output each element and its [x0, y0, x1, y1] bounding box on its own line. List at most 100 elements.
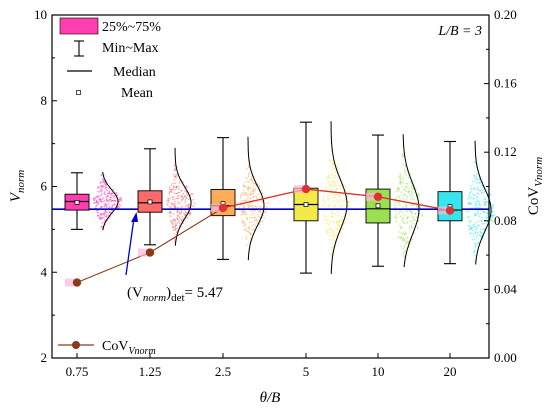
- scatter-point: [186, 203, 188, 206]
- scatter-point: [115, 197, 117, 199]
- scatter-point: [252, 195, 255, 198]
- scatter-point: [169, 215, 172, 217]
- cov-point: [145, 248, 155, 257]
- y2-tick-label: 0.16: [494, 76, 517, 91]
- scatter-point: [185, 185, 187, 187]
- scatter-point: [174, 189, 176, 191]
- scatter-point: [95, 201, 98, 204]
- scatter-point: [184, 190, 186, 192]
- scatter-point: [402, 252, 405, 254]
- scatter-point: [326, 220, 329, 222]
- scatter-point: [410, 221, 413, 223]
- scatter-point: [102, 213, 105, 216]
- scatter-point: [97, 214, 99, 217]
- scatter-point: [243, 204, 246, 206]
- scatter-point: [489, 219, 492, 221]
- scatter-point: [336, 211, 339, 214]
- scatter-point: [104, 218, 106, 221]
- scatter-point: [257, 200, 259, 203]
- y2-tick-label: 0.04: [494, 281, 517, 296]
- scatter-point: [182, 217, 185, 220]
- scatter-point: [182, 198, 184, 200]
- box-1.25: [137, 148, 163, 246]
- scatter-point: [101, 193, 103, 196]
- scatter-point: [472, 180, 474, 183]
- scatter-point: [333, 168, 335, 170]
- scatter-point: [321, 204, 324, 207]
- scatter-point: [404, 232, 406, 235]
- scatter-point: [250, 210, 252, 212]
- scatter-point: [328, 224, 330, 226]
- scatter-point: [476, 173, 478, 175]
- cov-halo: [138, 248, 150, 257]
- scatter-point: [343, 193, 345, 196]
- scatter-point: [112, 195, 114, 197]
- scatter-point: [327, 218, 330, 221]
- legend-cov-label: CoVVnorm: [102, 339, 156, 357]
- scatter-point: [411, 197, 414, 199]
- scatter-point: [468, 196, 471, 199]
- scatter-point: [245, 236, 248, 238]
- scatter-point: [402, 194, 405, 197]
- scatter-point: [179, 217, 181, 220]
- scatter-point: [172, 182, 174, 185]
- scatter-point: [348, 209, 350, 212]
- scatter-point: [336, 199, 338, 201]
- scatter-point: [176, 227, 179, 230]
- legend-mean-label: Mean: [121, 86, 153, 101]
- scatter-point: [338, 185, 341, 187]
- scatter-point: [178, 185, 180, 188]
- scatter-point: [252, 212, 254, 215]
- scatter-point: [406, 240, 408, 242]
- scatter-point: [174, 182, 176, 185]
- scatter-point: [473, 194, 476, 196]
- scatter-point: [405, 237, 408, 240]
- scatter-point: [475, 204, 477, 206]
- scatter-point: [347, 205, 349, 207]
- scatter-point: [106, 214, 108, 216]
- scatter-point: [100, 181, 102, 183]
- legend-top: 25%~75% Min~Max Median Mean: [59, 17, 161, 101]
- scatter-point: [167, 197, 169, 200]
- scatter-point: [410, 186, 413, 189]
- scatter-point: [395, 197, 397, 200]
- scatter-point: [173, 233, 176, 235]
- scatter-point: [180, 190, 183, 192]
- scatter-point: [248, 193, 251, 196]
- scatter-point: [105, 215, 108, 217]
- scatter-point: [341, 204, 344, 207]
- box-5: [293, 121, 319, 274]
- scatter-point: [398, 195, 401, 198]
- scatter-point: [243, 225, 245, 227]
- scatter-point: [247, 206, 249, 209]
- scatter-point: [340, 232, 342, 234]
- scatter-point: [474, 233, 477, 235]
- scatter-point: [473, 249, 476, 252]
- scatter-point: [473, 223, 475, 226]
- scatter-point: [250, 233, 252, 236]
- scatter-point: [104, 209, 107, 212]
- scatter-point: [396, 196, 399, 198]
- scatter-point: [403, 170, 406, 173]
- scatter-point: [405, 190, 408, 193]
- scatter-point: [484, 196, 486, 199]
- scatter-point: [177, 215, 179, 217]
- scatter-point: [333, 239, 335, 242]
- scatter-point: [328, 181, 330, 184]
- scatter-point: [101, 226, 103, 228]
- scatter-point: [242, 204, 244, 206]
- legend-box-label: 25%~75%: [102, 20, 161, 35]
- scatter-point: [477, 242, 479, 244]
- scatter-point: [266, 202, 269, 204]
- scatter-point: [323, 217, 326, 220]
- x-axis: 0.75 1.25 2.5 5 10 20: [66, 353, 457, 379]
- scatter-point: [477, 224, 479, 227]
- scatter-point: [410, 240, 413, 243]
- scatter-point: [399, 182, 401, 185]
- scatter-point: [329, 174, 331, 176]
- scatter-point: [398, 176, 401, 178]
- scatter-point: [417, 193, 420, 195]
- scatter-point: [99, 213, 102, 215]
- scatter-point: [478, 202, 480, 205]
- scatter-point: [474, 176, 477, 179]
